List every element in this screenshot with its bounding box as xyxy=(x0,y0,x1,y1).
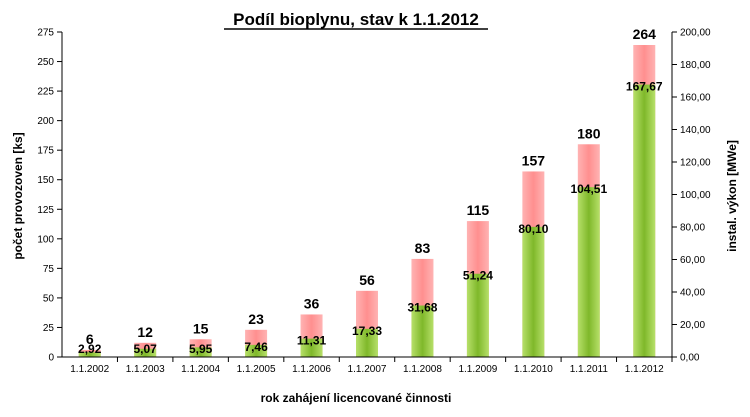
power-data-label: 11,31 xyxy=(297,334,327,348)
count-data-label: 264 xyxy=(633,26,657,42)
y-tick-label: 50 xyxy=(43,293,55,304)
power-bar xyxy=(134,348,157,357)
x-axis-title: rok zahájení licencované činnosti xyxy=(261,391,452,405)
y-tick-label: 125 xyxy=(37,205,54,216)
count-data-label: 12 xyxy=(137,324,153,340)
y2-tick-label: 60,00 xyxy=(680,255,705,266)
y2-tick-label: 180,00 xyxy=(680,60,711,71)
y-tick-label: 25 xyxy=(43,323,55,334)
y2-tick-label: 40,00 xyxy=(680,288,705,299)
power-bar xyxy=(466,273,489,357)
y2-tick-label: 200,00 xyxy=(680,28,711,39)
x-tick-label: 1.1.2004 xyxy=(181,364,220,375)
power-bar xyxy=(577,187,600,357)
y-tick-label: 75 xyxy=(43,264,55,275)
y-tick-label: 0 xyxy=(48,353,54,364)
power-bar xyxy=(411,305,434,357)
count-data-label: 56 xyxy=(359,272,375,288)
power-bar xyxy=(78,352,101,357)
power-bar xyxy=(356,328,378,357)
power-bar xyxy=(300,338,323,357)
count-data-label: 23 xyxy=(248,311,264,327)
count-data-label: 115 xyxy=(467,202,490,218)
power-data-label: 80,10 xyxy=(518,222,548,236)
y2-tick-label: 140,00 xyxy=(680,125,711,136)
count-data-label: 15 xyxy=(193,320,209,336)
x-tick-label: 1.1.2012 xyxy=(625,364,664,375)
y-tick-label: 150 xyxy=(37,175,54,186)
y-tick-label: 175 xyxy=(37,146,54,157)
chart-title: Podíl bioplynu, stav k 1.1.2012 xyxy=(233,10,479,29)
y2-tick-label: 80,00 xyxy=(680,223,705,234)
y-axis-title: počet provozoven [ks] xyxy=(11,132,25,259)
count-data-label: 6 xyxy=(86,331,94,347)
y2-tick-label: 20,00 xyxy=(680,320,705,331)
y2-tick-label: 160,00 xyxy=(680,93,711,104)
y-tick-label: 225 xyxy=(37,87,54,98)
y-tick-label: 100 xyxy=(37,234,54,245)
power-data-label: 31,68 xyxy=(407,301,437,315)
x-tick-label: 1.1.2003 xyxy=(126,364,165,375)
count-data-label: 83 xyxy=(415,240,431,256)
x-tick-label: 1.1.2007 xyxy=(348,364,387,375)
power-data-label: 5,07 xyxy=(134,342,158,356)
power-data-label: 51,24 xyxy=(463,269,493,283)
x-tick-label: 1.1.2006 xyxy=(292,364,331,375)
y2-axis-title: instal. výkon [MWe] xyxy=(725,140,739,252)
y-tick-label: 250 xyxy=(37,57,54,68)
power-data-label: 167,67 xyxy=(626,80,663,94)
power-bar xyxy=(522,226,545,357)
power-bar xyxy=(245,344,268,357)
x-tick-label: 1.1.2009 xyxy=(458,364,497,375)
x-tick-label: 1.1.2005 xyxy=(237,364,276,375)
count-data-label: 157 xyxy=(522,152,546,168)
x-tick-label: 1.1.2002 xyxy=(70,364,109,375)
power-data-label: 104,51 xyxy=(570,182,607,196)
y-tick-label: 200 xyxy=(37,116,54,127)
power-data-label: 17,33 xyxy=(352,324,382,338)
power-data-label: 2,92 xyxy=(78,342,102,356)
power-bar xyxy=(633,84,656,357)
y2-tick-label: 100,00 xyxy=(680,190,711,201)
power-bar xyxy=(189,347,212,357)
count-data-label: 180 xyxy=(577,125,601,141)
y-tick-label: 275 xyxy=(37,28,54,39)
bars-layer: 62,92 12 5,07 15 5,95 23 7,46 36 11,31 56 17,33 83 3… xyxy=(78,26,663,357)
axes-layer: 1.1.2002 1.1.2003 1.1.2004 1.1.2005 1.1.2006… xyxy=(37,28,711,376)
x-tick-label: 1.1.2008 xyxy=(403,364,442,375)
y2-tick-label: 120,00 xyxy=(680,158,711,169)
x-tick-label: 1.1.2011 xyxy=(570,364,609,375)
y2-tick-label: 0,00 xyxy=(680,353,700,364)
power-data-label: 5,95 xyxy=(189,342,213,356)
power-data-label: 7,46 xyxy=(244,340,268,354)
count-data-label: 36 xyxy=(304,295,320,311)
x-tick-label: 1.1.2010 xyxy=(514,364,553,375)
